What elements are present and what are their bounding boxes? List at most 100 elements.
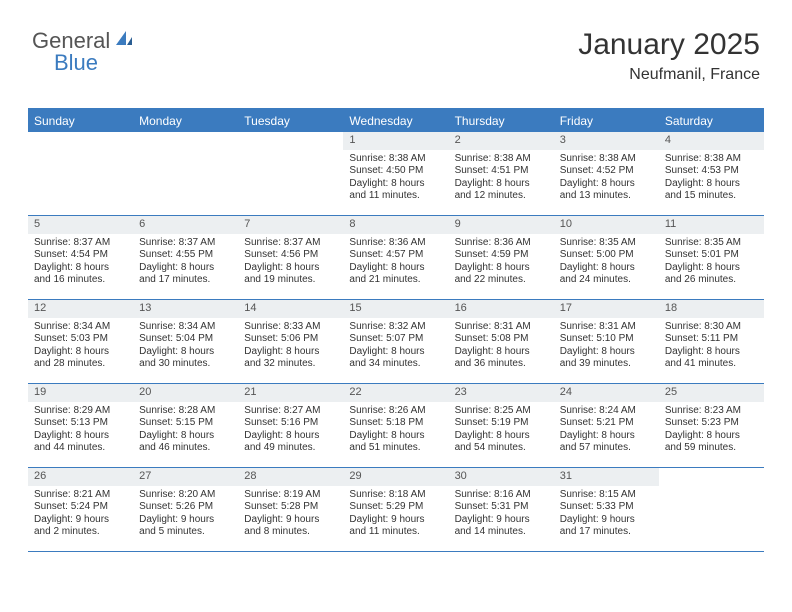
sunset-text: Sunset: 5:33 PM — [560, 501, 653, 514]
day-number: 28 — [238, 468, 343, 486]
sunset-text: Sunset: 5:11 PM — [665, 333, 758, 346]
sunset-text: Sunset: 4:56 PM — [244, 249, 337, 262]
day-header-row: Sunday Monday Tuesday Wednesday Thursday… — [28, 110, 764, 132]
sunset-text: Sunset: 5:29 PM — [349, 501, 442, 514]
day-body: Sunrise: 8:36 AMSunset: 4:57 PMDaylight:… — [343, 236, 448, 291]
day-cell — [28, 132, 133, 215]
day-cell: 30Sunrise: 8:16 AMSunset: 5:31 PMDayligh… — [449, 468, 554, 551]
daylight-text: Daylight: 9 hours and 5 minutes. — [139, 514, 232, 539]
day-number: 3 — [554, 132, 659, 150]
day-cell: 24Sunrise: 8:24 AMSunset: 5:21 PMDayligh… — [554, 384, 659, 467]
day-header: Tuesday — [238, 110, 343, 132]
day-body: Sunrise: 8:33 AMSunset: 5:06 PMDaylight:… — [238, 320, 343, 375]
day-cell: 20Sunrise: 8:28 AMSunset: 5:15 PMDayligh… — [133, 384, 238, 467]
day-cell: 19Sunrise: 8:29 AMSunset: 5:13 PMDayligh… — [28, 384, 133, 467]
sunrise-text: Sunrise: 8:35 AM — [665, 237, 758, 250]
sunrise-text: Sunrise: 8:35 AM — [560, 237, 653, 250]
day-number: 27 — [133, 468, 238, 486]
daylight-text: Daylight: 8 hours and 36 minutes. — [455, 346, 548, 371]
sunset-text: Sunset: 4:51 PM — [455, 165, 548, 178]
daylight-text: Daylight: 9 hours and 11 minutes. — [349, 514, 442, 539]
day-cell: 3Sunrise: 8:38 AMSunset: 4:52 PMDaylight… — [554, 132, 659, 215]
sunrise-text: Sunrise: 8:30 AM — [665, 321, 758, 334]
daylight-text: Daylight: 8 hours and 54 minutes. — [455, 430, 548, 455]
sunset-text: Sunset: 5:03 PM — [34, 333, 127, 346]
day-cell: 25Sunrise: 8:23 AMSunset: 5:23 PMDayligh… — [659, 384, 764, 467]
week-row: 26Sunrise: 8:21 AMSunset: 5:24 PMDayligh… — [28, 468, 764, 552]
day-number: 12 — [28, 300, 133, 318]
sunrise-text: Sunrise: 8:37 AM — [34, 237, 127, 250]
day-cell: 2Sunrise: 8:38 AMSunset: 4:51 PMDaylight… — [449, 132, 554, 215]
day-number: 23 — [449, 384, 554, 402]
day-number: 8 — [343, 216, 448, 234]
sunset-text: Sunset: 5:19 PM — [455, 417, 548, 430]
sunset-text: Sunset: 5:23 PM — [665, 417, 758, 430]
daylight-text: Daylight: 8 hours and 24 minutes. — [560, 262, 653, 287]
day-number: 24 — [554, 384, 659, 402]
day-number: 14 — [238, 300, 343, 318]
sunrise-text: Sunrise: 8:31 AM — [455, 321, 548, 334]
day-body: Sunrise: 8:38 AMSunset: 4:50 PMDaylight:… — [343, 152, 448, 207]
day-body: Sunrise: 8:34 AMSunset: 5:03 PMDaylight:… — [28, 320, 133, 375]
sunset-text: Sunset: 5:21 PM — [560, 417, 653, 430]
daylight-text: Daylight: 8 hours and 15 minutes. — [665, 178, 758, 203]
sunrise-text: Sunrise: 8:33 AM — [244, 321, 337, 334]
day-number: 5 — [28, 216, 133, 234]
day-body: Sunrise: 8:30 AMSunset: 5:11 PMDaylight:… — [659, 320, 764, 375]
day-cell: 4Sunrise: 8:38 AMSunset: 4:53 PMDaylight… — [659, 132, 764, 215]
day-number: 18 — [659, 300, 764, 318]
sunrise-text: Sunrise: 8:37 AM — [244, 237, 337, 250]
daylight-text: Daylight: 8 hours and 16 minutes. — [34, 262, 127, 287]
day-cell: 26Sunrise: 8:21 AMSunset: 5:24 PMDayligh… — [28, 468, 133, 551]
day-body: Sunrise: 8:28 AMSunset: 5:15 PMDaylight:… — [133, 404, 238, 459]
sunset-text: Sunset: 5:01 PM — [665, 249, 758, 262]
day-body: Sunrise: 8:36 AMSunset: 4:59 PMDaylight:… — [449, 236, 554, 291]
daylight-text: Daylight: 8 hours and 49 minutes. — [244, 430, 337, 455]
day-body: Sunrise: 8:38 AMSunset: 4:53 PMDaylight:… — [659, 152, 764, 207]
sunrise-text: Sunrise: 8:23 AM — [665, 405, 758, 418]
sunset-text: Sunset: 5:16 PM — [244, 417, 337, 430]
day-cell: 10 Sunrise: 8:35 AMSunset: 5:00 PMDayligh… — [554, 216, 659, 299]
day-body: Sunrise: 8:20 AMSunset: 5:26 PMDaylight:… — [133, 488, 238, 543]
sunrise-text: Sunrise: 8:38 AM — [349, 153, 442, 166]
sunrise-text: Sunrise: 8:19 AM — [244, 489, 337, 502]
day-number: 1 — [343, 132, 448, 150]
day-cell: 15Sunrise: 8:32 AMSunset: 5:07 PMDayligh… — [343, 300, 448, 383]
daylight-text: Daylight: 8 hours and 32 minutes. — [244, 346, 337, 371]
day-cell: 29Sunrise: 8:18 AMSunset: 5:29 PMDayligh… — [343, 468, 448, 551]
sunrise-text: Sunrise: 8:34 AM — [139, 321, 232, 334]
daylight-text: Daylight: 8 hours and 26 minutes. — [665, 262, 758, 287]
day-body: Sunrise: 8:35 AMSunset: 5:00 PMDaylight:… — [554, 236, 659, 291]
sunrise-text: Sunrise: 8:15 AM — [560, 489, 653, 502]
daylight-text: Daylight: 8 hours and 11 minutes. — [349, 178, 442, 203]
sunrise-text: Sunrise: 8:29 AM — [34, 405, 127, 418]
location-label: Neufmanil, France — [578, 66, 760, 84]
sunrise-text: Sunrise: 8:38 AM — [665, 153, 758, 166]
sunrise-text: Sunrise: 8:26 AM — [349, 405, 442, 418]
sunrise-text: Sunrise: 8:18 AM — [349, 489, 442, 502]
day-cell — [238, 132, 343, 215]
sunset-text: Sunset: 4:52 PM — [560, 165, 653, 178]
day-body: Sunrise: 8:34 AMSunset: 5:04 PMDaylight:… — [133, 320, 238, 375]
sunrise-text: Sunrise: 8:27 AM — [244, 405, 337, 418]
day-body: Sunrise: 8:27 AMSunset: 5:16 PMDaylight:… — [238, 404, 343, 459]
daylight-text: Daylight: 8 hours and 22 minutes. — [455, 262, 548, 287]
day-number: 10 — [554, 216, 659, 234]
sunset-text: Sunset: 4:55 PM — [139, 249, 232, 262]
sunset-text: Sunset: 5:07 PM — [349, 333, 442, 346]
day-number: 11 — [659, 216, 764, 234]
day-cell: 6Sunrise: 8:37 AMSunset: 4:55 PMDaylight… — [133, 216, 238, 299]
day-number: 13 — [133, 300, 238, 318]
day-header: Sunday — [28, 110, 133, 132]
day-cell: 1 Sunrise: 8:38 AMSunset: 4:50 PMDaylight… — [343, 132, 448, 215]
sunset-text: Sunset: 5:04 PM — [139, 333, 232, 346]
day-cell: 28Sunrise: 8:19 AMSunset: 5:28 PMDayligh… — [238, 468, 343, 551]
day-cell: 7Sunrise: 8:37 AMSunset: 4:56 PMDaylight… — [238, 216, 343, 299]
sunrise-text: Sunrise: 8:36 AM — [349, 237, 442, 250]
day-cell: 17Sunrise: 8:31 AMSunset: 5:10 PMDayligh… — [554, 300, 659, 383]
daylight-text: Daylight: 8 hours and 46 minutes. — [139, 430, 232, 455]
day-number: 2 — [449, 132, 554, 150]
daylight-text: Daylight: 9 hours and 2 minutes. — [34, 514, 127, 539]
sunrise-text: Sunrise: 8:36 AM — [455, 237, 548, 250]
sunset-text: Sunset: 5:18 PM — [349, 417, 442, 430]
